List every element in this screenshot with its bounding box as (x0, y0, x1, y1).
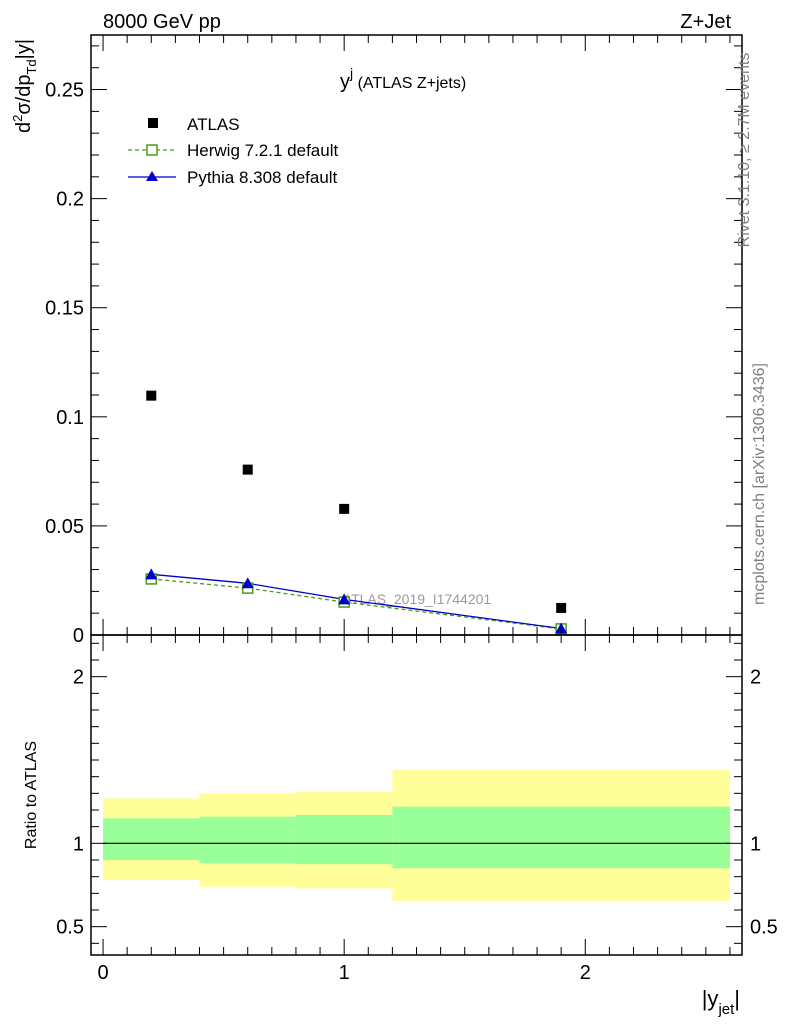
ylabel-sup: 2 (10, 115, 25, 122)
ylabel-sub: Td (24, 59, 39, 74)
plot-title-main: y (340, 71, 350, 93)
analysis-watermark: ATLAS_2019_I1744201 (343, 591, 492, 607)
atlas-point (242, 464, 253, 475)
plot-title-suffix: (ATLAS Z+jets) (353, 75, 466, 92)
main-panel: ATLAS_2019_I1744201 00.050.10.150.20.25 … (10, 34, 743, 647)
legend-herwig-label: Herwig 7.2.1 default (187, 141, 338, 160)
main-y-tick-label: 0.15 (45, 298, 84, 320)
xlabel-sub: jet (717, 1001, 735, 1018)
x-tick-label: 1 (339, 962, 350, 984)
mcplots-label: mcplots.cern.ch [arXiv:1306.3436] (751, 363, 768, 605)
ratio-y-axis-title: Ratio to ATLAS (23, 741, 40, 849)
main-y-tick-label: 0 (73, 625, 84, 647)
x-axis-title: |yjet| (702, 986, 740, 1018)
rivet-label: Rivet 3.1.10, ≥ 2.7M events (736, 52, 753, 248)
main-y-tick-label: 0.05 (45, 516, 84, 538)
main-y-tick-label: 0.25 (45, 80, 84, 102)
ylabel-mid: σ/dp (13, 75, 35, 115)
main-y-tick-label: 0.1 (56, 407, 84, 429)
legend-entry-pythia: Pythia 8.308 default (128, 168, 338, 187)
herwig-line (151, 578, 562, 630)
main-y-axis-title: d2σ/dpTd|y| (10, 39, 39, 133)
plot-title-sup: j (349, 65, 353, 81)
atlas-point (556, 602, 567, 613)
ratio-y-tick-label: 0.5 (56, 917, 84, 939)
pythia-line (151, 573, 562, 630)
ratio-band-inner-1 (199, 816, 296, 864)
legend-atlas-marker (148, 118, 158, 128)
plot-title: yj (ATLAS Z+jets) (340, 65, 466, 93)
ratio-band-inner-2 (295, 815, 393, 865)
pythia-point (241, 577, 254, 589)
main-y-tick-label: 0.2 (56, 189, 84, 211)
ratio-y-tick-label: 1 (73, 833, 84, 855)
legend-pythia-label: Pythia 8.308 default (187, 168, 338, 187)
ratio-band-inner-3 (392, 806, 730, 869)
ylabel-end: |y| (13, 39, 35, 59)
ylabel-d: d (13, 122, 35, 133)
legend: ATLAS Herwig 7.2.1 default Pythia 8.308 … (128, 115, 338, 187)
ratio-band-inner-0 (103, 818, 200, 860)
ratio-y-tick-label: 2 (73, 667, 84, 689)
legend-pythia-marker (146, 171, 158, 181)
main-curves (151, 573, 562, 630)
ratio-panel: 0 1 2 0.5 0.5 1 1 2 2 Ratio to ATLAS |yjet| (23, 634, 778, 1018)
x-tick-label: 0 (97, 962, 108, 984)
pythia-point (145, 568, 158, 580)
ratio-y-tick-label-right: 0.5 (750, 917, 778, 939)
legend-herwig-marker (146, 144, 158, 156)
atlas-point (339, 503, 350, 514)
ratio-ticks: 0 1 2 0.5 0.5 1 1 2 2 (56, 635, 778, 984)
collision-label: 8000 GeV pp (103, 11, 221, 33)
atlas-point (146, 390, 157, 401)
process-label: Z+Jet (680, 11, 731, 33)
ratio-y-tick-label-right: 1 (750, 833, 761, 855)
legend-atlas-label: ATLAS (187, 115, 240, 134)
ratio-y-tick-label-right: 2 (750, 667, 761, 689)
pythia-point (338, 593, 351, 605)
legend-entry-atlas: ATLAS (148, 115, 240, 134)
ratio-bands (103, 770, 730, 901)
legend-entry-herwig: Herwig 7.2.1 default (128, 141, 338, 160)
main-ticks: 0 0.05 0.1 0.15 0.2 0.25 (45, 35, 742, 647)
xlabel-base: |y (702, 986, 719, 1011)
xlabel-end: | (734, 986, 740, 1011)
x-tick-label: 2 (580, 962, 591, 984)
